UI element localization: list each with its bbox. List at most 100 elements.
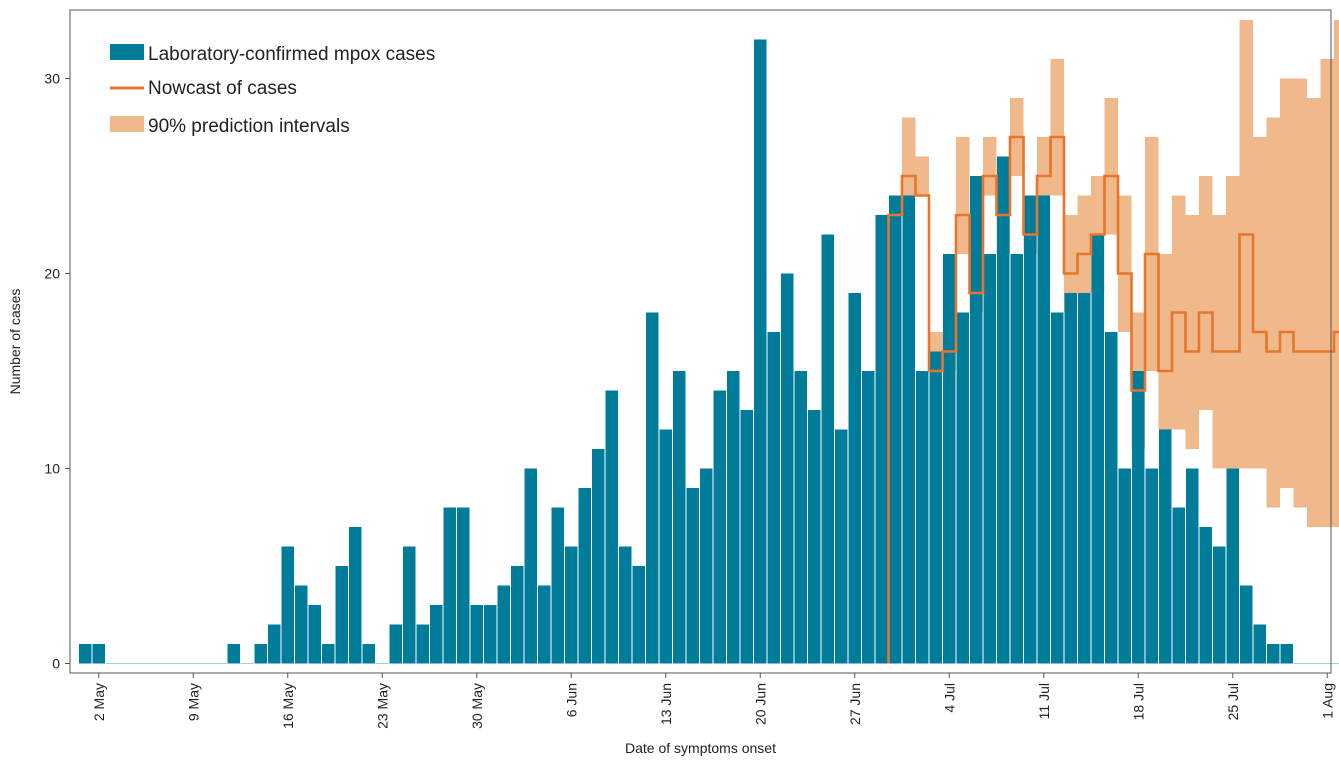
bar-27-may	[430, 605, 443, 664]
legend-label-cases: Laboratory-confirmed mpox cases	[148, 44, 435, 65]
interval-band-25-jul	[1226, 176, 1240, 469]
interval-band-28-jul	[1266, 117, 1280, 508]
bar-11-jun	[632, 566, 645, 664]
bar-3-jul	[929, 351, 942, 664]
y-tick-label-20: 20	[44, 266, 60, 282]
bar-19-jun	[740, 410, 753, 664]
bar-16-may	[281, 546, 294, 664]
legend: Laboratory-confirmed mpox cases Nowcast o…	[110, 44, 435, 137]
x-tick-label: 23 May	[374, 683, 390, 729]
bar-28-jul	[1267, 644, 1280, 664]
bar-2-may	[92, 644, 105, 664]
bar-11-jul	[1037, 195, 1050, 664]
bar-6-jul	[970, 176, 983, 664]
bar-18-jul	[1132, 371, 1145, 664]
interval-band-22-jul	[1185, 215, 1199, 449]
x-tick-label: 25 Jul	[1225, 683, 1241, 720]
bar-2-jul	[916, 371, 929, 664]
bar-19-may	[322, 644, 335, 664]
bar-13-jun	[659, 429, 672, 664]
legend-swatch-cases	[110, 44, 144, 60]
interval-band-16-jul	[1104, 98, 1118, 235]
bar-25-jul	[1226, 468, 1239, 664]
bar-23-jun	[794, 371, 807, 664]
bar-22-jul	[1186, 468, 1199, 664]
bar-14-may	[254, 644, 267, 664]
x-tick-label: 27 Jun	[847, 683, 863, 725]
bar-26-may	[416, 624, 429, 664]
interval-band-17-jul	[1118, 195, 1132, 332]
nowcast-line	[887, 135, 1339, 664]
bar-5-jul	[956, 312, 969, 664]
x-tick-label: 20 Jun	[752, 683, 768, 725]
interval-band-26-jul	[1239, 20, 1253, 469]
bar-8-jul	[997, 156, 1010, 664]
bar-2-jun	[511, 566, 524, 664]
interval-band-2-aug	[1334, 20, 1339, 527]
x-tick-label: 9 May	[185, 683, 201, 721]
bar-20-jul	[1159, 429, 1172, 664]
interval-band-11-jul	[1037, 137, 1051, 196]
legend-label-nowcast: Nowcast of cases	[148, 78, 297, 99]
interval-band-1-aug	[1320, 59, 1334, 527]
x-tick-label: 4 Jul	[941, 683, 957, 713]
bar-4-jun	[538, 585, 551, 664]
y-tick-label-0: 0	[52, 656, 60, 672]
bar-7-jul	[983, 254, 996, 664]
bar-29-jul	[1280, 644, 1293, 664]
axes-layer: 0 10 20 30 2 May 9 May 16 May 23 May 30 May 6 Jun…	[7, 9, 1335, 756]
bar-9-jul	[1010, 254, 1023, 664]
bar-3-jun	[524, 468, 537, 664]
bar-14-jul	[1078, 293, 1091, 664]
bar-28-jun	[862, 371, 875, 664]
interval-band-23-jul	[1199, 176, 1213, 410]
bar-22-jun	[781, 273, 794, 664]
interval-band-20-jul	[1158, 254, 1172, 430]
bar-1-may	[79, 644, 92, 664]
x-tick-label: 18 Jul	[1130, 683, 1146, 720]
bar-22-may	[362, 644, 375, 664]
bar-4-jul	[943, 254, 956, 664]
bar-17-may	[295, 585, 308, 664]
bar-13-jul	[1064, 293, 1077, 664]
bar-31-may	[484, 605, 497, 664]
bar-21-jun	[767, 332, 780, 664]
x-tick-label: 6 Jun	[563, 683, 579, 717]
interval-band-12-jul	[1050, 59, 1064, 196]
bar-1-jul	[902, 195, 915, 664]
x-tick-label: 11 Jul	[1036, 683, 1052, 719]
x-tick-label: 2 May	[91, 683, 107, 721]
bar-20-may	[335, 566, 348, 664]
bar-29-jun	[875, 215, 888, 664]
bar-12-jun	[646, 312, 659, 664]
bar-30-jun	[889, 195, 902, 664]
x-axis-title: Date of symptoms onset	[625, 740, 776, 756]
legend-swatch-interval	[110, 116, 144, 132]
y-axis-title: Number of cases	[7, 289, 23, 395]
bar-8-jun	[592, 449, 605, 664]
bar-26-jul	[1240, 585, 1253, 664]
bar-18-may	[308, 605, 321, 664]
bar-27-jun	[848, 293, 861, 664]
interval-band-27-jul	[1253, 137, 1267, 469]
x-tick-label: 1 Aug	[1319, 683, 1335, 719]
bar-7-jun	[578, 488, 591, 664]
bar-25-may	[403, 546, 416, 664]
bar-1-jun	[497, 585, 510, 664]
x-tick-label: 30 May	[469, 683, 485, 729]
bar-17-jun	[713, 390, 726, 664]
y-tick-label-30: 30	[44, 71, 60, 87]
bar-24-jul	[1213, 546, 1226, 664]
bar-24-may	[389, 624, 402, 664]
interval-band-14-jul	[1077, 195, 1091, 293]
interval-band-5-jul	[956, 137, 970, 254]
bar-10-jul	[1024, 195, 1037, 664]
bar-17-jul	[1118, 468, 1131, 664]
case-bars-layer	[79, 39, 1339, 664]
bar-25-jun	[821, 234, 834, 664]
bar-21-may	[349, 527, 362, 664]
plot-frame	[69, 9, 1332, 674]
bar-15-jul	[1091, 234, 1104, 664]
nowcast-layer	[887, 135, 1339, 664]
legend-label-interval: 90% prediction intervals	[148, 116, 350, 137]
